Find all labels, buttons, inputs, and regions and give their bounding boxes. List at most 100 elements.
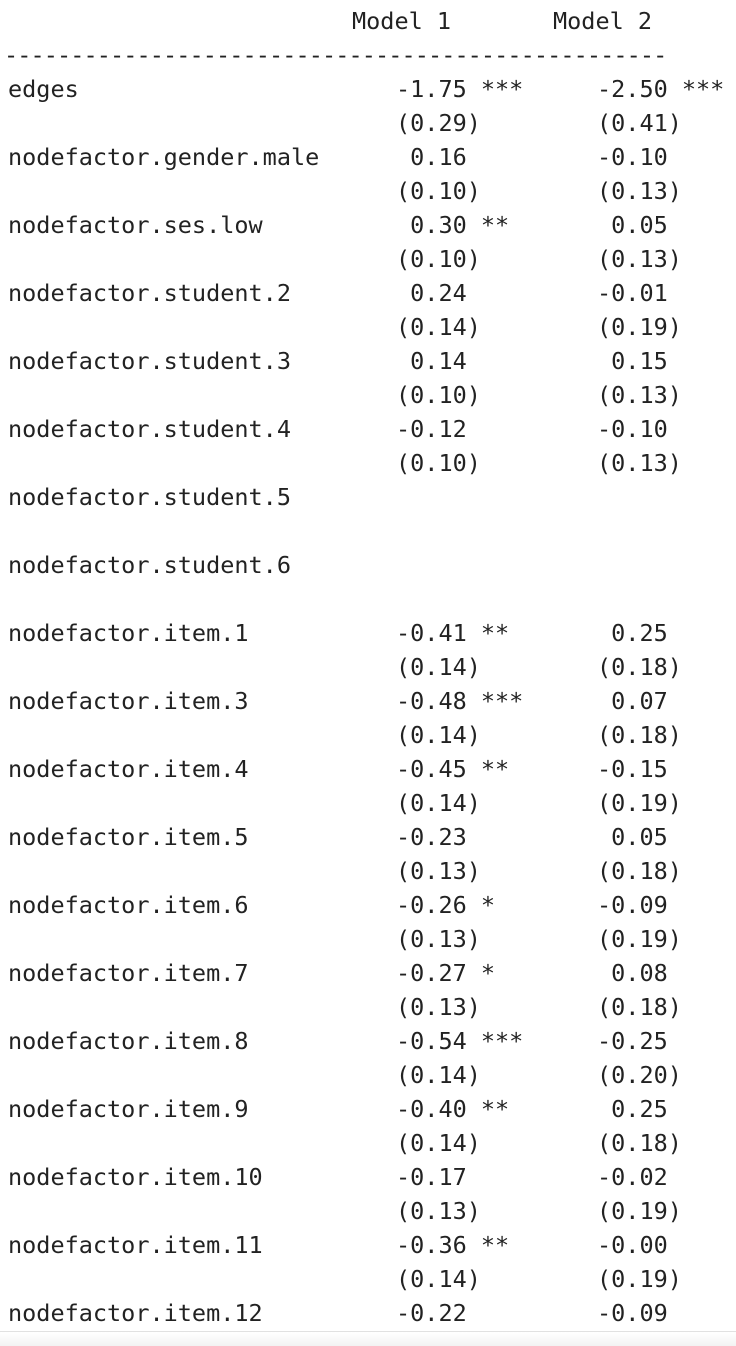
model-2-std-error: (0.20): [597, 1061, 682, 1089]
model-2-estimate: 0.07: [597, 687, 668, 715]
term-name: nodefactor.item.10: [8, 1163, 263, 1191]
model-2-estimate: 0.08: [597, 959, 668, 987]
model-2-estimate: 0.25: [597, 619, 668, 647]
bottom-scroll-edge: [0, 1331, 736, 1346]
model-2-std-error: (0.18): [597, 653, 682, 681]
model-2-estimate: -0.10: [597, 143, 668, 171]
model-1-std-error: (0.14): [396, 313, 481, 341]
standard-error-row: (0.14) (0.18): [0, 1126, 736, 1160]
coefficient-row: nodefactor.item.1 -0.41 ** 0.25: [0, 616, 736, 650]
model-1-std-error: (0.14): [396, 789, 481, 817]
standard-error-row: (0.14) (0.19): [0, 310, 736, 344]
term-name: nodefactor.item.1: [8, 619, 249, 647]
model-2-std-error: (0.41): [597, 109, 682, 137]
model-2-std-error: (0.18): [597, 1129, 682, 1157]
coefficient-row: nodefactor.item.8 -0.54 *** -0.25: [0, 1024, 736, 1058]
term-name: nodefactor.item.8: [8, 1027, 249, 1055]
model-2-estimate: 0.05: [597, 823, 668, 851]
model-1-std-error: (0.13): [396, 1197, 481, 1225]
model-2-estimate: -2.50 ***: [597, 75, 725, 103]
term-name: nodefactor.student.4: [8, 415, 291, 443]
model-1-estimate: 0.16: [396, 143, 467, 171]
coefficient-row: nodefactor.item.5 -0.23 0.05: [0, 820, 736, 854]
coefficient-row: nodefactor.ses.low 0.30 ** 0.05: [0, 208, 736, 242]
model-2-estimate: -0.09: [597, 1299, 668, 1327]
model-2-estimate: -0.25: [597, 1027, 668, 1055]
standard-error-row: (0.14) (0.18): [0, 718, 736, 752]
model-2-std-error: (0.13): [597, 381, 682, 409]
model-1-estimate: 0.14: [396, 347, 467, 375]
standard-error-row: (0.10) (0.13): [0, 378, 736, 412]
model-1-std-error: (0.13): [396, 857, 481, 885]
standard-error-row: (0.14) (0.19): [0, 1262, 736, 1296]
model-2-estimate: 0.05: [597, 211, 668, 239]
coefficient-row: nodefactor.item.3 -0.48 *** 0.07: [0, 684, 736, 718]
model-2-estimate: 0.15: [597, 347, 668, 375]
model-1-estimate: -0.40 **: [396, 1095, 510, 1123]
coefficient-row: nodefactor.item.9 -0.40 ** 0.25: [0, 1092, 736, 1126]
standard-error-row: (0.29) (0.41): [0, 106, 736, 140]
model-1-std-error: (0.10): [396, 449, 481, 477]
term-name: nodefactor.item.7: [8, 959, 249, 987]
model-2-estimate: -0.02: [597, 1163, 668, 1191]
model-1-estimate: -0.22: [396, 1299, 467, 1327]
model-1-estimate: -0.48 ***: [396, 687, 524, 715]
model-1-estimate: -0.36 **: [396, 1231, 510, 1259]
model-2-estimate: -0.00: [597, 1231, 668, 1259]
coefficient-row: nodefactor.student.2 0.24 -0.01: [0, 276, 736, 310]
standard-error-row: [0, 514, 736, 548]
model-2-std-error: (0.13): [597, 449, 682, 477]
separator-line: ----------------------------------------…: [4, 41, 667, 69]
coefficient-row: nodefactor.item.7 -0.27 * 0.08: [0, 956, 736, 990]
model-2-std-error: (0.13): [597, 245, 682, 273]
model-1-std-error: (0.14): [396, 721, 481, 749]
standard-error-row: (0.10) (0.13): [0, 174, 736, 208]
standard-error-row: (0.14) (0.20): [0, 1058, 736, 1092]
model-1-header: Model 1: [352, 7, 452, 35]
model-1-estimate: -0.27 *: [396, 959, 496, 987]
model-1-estimate: -0.17: [396, 1163, 467, 1191]
term-name: nodefactor.item.11: [8, 1231, 263, 1259]
standard-error-row: (0.13) (0.18): [0, 854, 736, 888]
term-name: nodefactor.student.6: [8, 551, 291, 579]
model-1-estimate: -0.45 **: [396, 755, 510, 783]
model-2-std-error: (0.19): [597, 313, 682, 341]
model-1-estimate: -0.54 ***: [396, 1027, 524, 1055]
model-2-estimate: 0.25: [597, 1095, 668, 1123]
coefficient-row: nodefactor.item.11 -0.36 ** -0.00: [0, 1228, 736, 1262]
model-2-header: Model 2: [553, 7, 653, 35]
model-1-std-error: (0.14): [396, 1061, 481, 1089]
coefficient-row: nodefactor.student.5: [0, 480, 736, 514]
model-1-std-error: (0.14): [396, 653, 481, 681]
term-name: nodefactor.student.3: [8, 347, 291, 375]
model-1-estimate: 0.24: [396, 279, 467, 307]
model-1-estimate: -0.12: [396, 415, 467, 443]
standard-error-row: (0.13) (0.19): [0, 922, 736, 956]
coefficient-row: nodefactor.item.12 -0.22 -0.09: [0, 1296, 736, 1330]
coefficient-row: nodefactor.student.4 -0.12 -0.10: [0, 412, 736, 446]
standard-error-row: (0.14) (0.18): [0, 650, 736, 684]
standard-error-row: (0.14) (0.19): [0, 786, 736, 820]
model-2-std-error: (0.18): [597, 993, 682, 1021]
coefficient-row: nodefactor.item.6 -0.26 * -0.09: [0, 888, 736, 922]
model-2-std-error: (0.19): [597, 925, 682, 953]
model-1-estimate: -1.75 ***: [396, 75, 524, 103]
model-1-estimate: 0.30 **: [396, 211, 510, 239]
term-name: nodefactor.item.9: [8, 1095, 249, 1123]
standard-error-row: (0.13) (0.18): [0, 990, 736, 1024]
term-name: nodefactor.item.4: [8, 755, 249, 783]
model-1-std-error: (0.10): [396, 381, 481, 409]
term-name: nodefactor.gender.male: [8, 143, 320, 171]
model-1-std-error: (0.10): [396, 245, 481, 273]
model-2-std-error: (0.18): [597, 721, 682, 749]
term-name: nodefactor.item.6: [8, 891, 249, 919]
model-1-estimate: -0.41 **: [396, 619, 510, 647]
term-name: nodefactor.item.5: [8, 823, 249, 851]
standard-error-row: (0.10) (0.13): [0, 446, 736, 480]
model-2-estimate: -0.15: [597, 755, 668, 783]
term-name: nodefactor.student.5: [8, 483, 291, 511]
model-1-std-error: (0.13): [396, 993, 481, 1021]
model-1-estimate: -0.23: [396, 823, 467, 851]
header-row: Model 1 Model 2: [0, 4, 736, 38]
